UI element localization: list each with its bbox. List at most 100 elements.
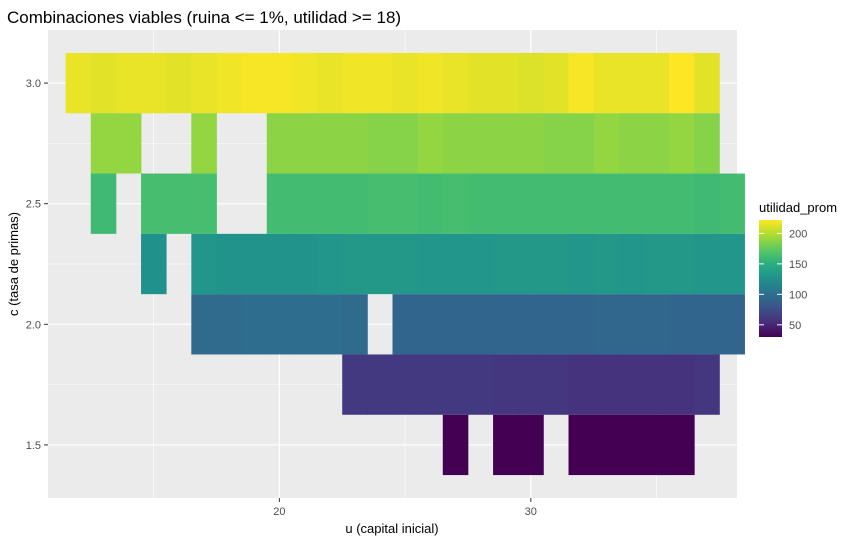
heatmap-tile: [367, 113, 393, 174]
heatmap-tile: [719, 233, 745, 295]
x-tick-label: 20: [273, 506, 285, 518]
heatmap-tile: [342, 52, 368, 114]
heatmap-tile: [442, 173, 469, 234]
legend-tick-label: 200: [789, 228, 807, 240]
heatmap-tile: [417, 294, 444, 355]
heatmap-tile: [392, 52, 419, 114]
heatmap-tile: [317, 233, 343, 295]
heatmap-tile: [291, 294, 318, 355]
heatmap-tile: [417, 233, 444, 295]
heatmap-tile: [241, 233, 268, 295]
heatmap-tile: [392, 173, 419, 234]
heatmap-tile: [317, 52, 343, 114]
heatmap-tile: [191, 233, 217, 295]
heatmap-tile: [216, 52, 243, 114]
heatmap-tile: [417, 52, 444, 114]
heatmap-tile: [342, 113, 368, 174]
legend-colorbar: [759, 220, 782, 337]
heatmap-tile: [291, 173, 318, 234]
heatmap-tile: [593, 233, 620, 295]
heatmap-tile: [643, 414, 670, 476]
heatmap-tile: [493, 354, 519, 415]
heatmap-tile: [392, 354, 419, 415]
heatmap-tile: [493, 233, 519, 295]
heatmap-tile: [266, 233, 293, 295]
heatmap-tile: [618, 52, 645, 114]
heatmap-tile: [342, 173, 368, 234]
y-tick-label: 2.5: [26, 199, 41, 211]
x-tick-label: 30: [525, 506, 537, 518]
y-axis-title: c (tasa de primas): [6, 212, 21, 316]
heatmap-tile: [442, 233, 469, 295]
heatmap-tile: [643, 354, 670, 415]
heatmap-tile: [493, 113, 519, 174]
heatmap-tile: [141, 233, 167, 295]
heatmap-tile: [543, 173, 569, 234]
heatmap-tile: [90, 52, 117, 114]
heatmap-tiles: [65, 52, 745, 476]
y-tick-label: 2.0: [26, 319, 41, 331]
heatmap-tile: [618, 354, 645, 415]
heatmap-tile: [694, 52, 720, 114]
heatmap-tile: [342, 294, 368, 355]
heatmap-tile: [568, 233, 595, 295]
heatmap-tile: [493, 414, 519, 476]
legend-tick-label: 150: [789, 259, 807, 271]
heatmap-tile: [593, 354, 620, 415]
heatmap-tile: [618, 414, 645, 476]
heatmap-tile: [367, 52, 393, 114]
heatmap-tile: [442, 52, 469, 114]
heatmap-tile: [694, 354, 720, 415]
heatmap-tile: [442, 414, 469, 476]
heatmap-tile: [593, 173, 620, 234]
heatmap-tile: [141, 52, 167, 114]
heatmap-tile: [467, 354, 494, 415]
chart-title: Combinaciones viables (ruina <= 1%, util…: [7, 8, 401, 27]
heatmap-tile: [643, 233, 670, 295]
y-axis: 1.5 2.0 2.5 3.0: [26, 78, 48, 452]
heatmap-tile: [618, 113, 645, 174]
heatmap-tile: [669, 414, 695, 476]
heatmap-tile: [669, 233, 695, 295]
heatmap-tile: [518, 414, 544, 476]
heatmap-tile: [694, 113, 720, 174]
heatmap-tile: [669, 354, 695, 415]
heatmap-tile: [669, 294, 695, 355]
heatmap-tile: [392, 294, 419, 355]
heatmap-tile: [518, 173, 544, 234]
heatmap-tile: [241, 294, 268, 355]
heatmap-tile: [442, 354, 469, 415]
heatmap-tile: [518, 233, 544, 295]
heatmap-tile: [467, 173, 494, 234]
heatmap-tile: [643, 173, 670, 234]
heatmap-tile: [568, 52, 595, 114]
y-tick-label: 3.0: [26, 78, 41, 90]
heatmap-tile: [115, 52, 142, 114]
heatmap-tile: [191, 294, 217, 355]
heatmap-tile: [266, 173, 293, 234]
heatmap-tile: [643, 52, 670, 114]
heatmap-tile: [593, 113, 620, 174]
heatmap-tile: [568, 354, 595, 415]
heatmap-tile: [669, 173, 695, 234]
heatmap-tile: [694, 294, 720, 355]
heatmap-tile: [719, 294, 745, 355]
heatmap-tile: [317, 294, 343, 355]
heatmap-tile: [291, 113, 318, 174]
heatmap-tile: [367, 354, 393, 415]
heatmap-tile: [493, 173, 519, 234]
heatmap-tile: [442, 294, 469, 355]
heatmap-tile: [694, 233, 720, 295]
heatmap-tile: [518, 113, 544, 174]
heatmap-tile: [291, 233, 318, 295]
heatmap-tile: [115, 113, 142, 174]
heatmap-tile: [543, 354, 569, 415]
heatmap-tile: [166, 173, 192, 234]
legend-title: utilidad_prom: [759, 200, 837, 215]
heatmap-tile: [467, 52, 494, 114]
legend-tick-label: 50: [789, 320, 801, 332]
heatmap-tile: [342, 354, 368, 415]
heatmap-tile: [266, 294, 293, 355]
heatmap-tile: [191, 52, 217, 114]
heatmap-tile: [467, 294, 494, 355]
